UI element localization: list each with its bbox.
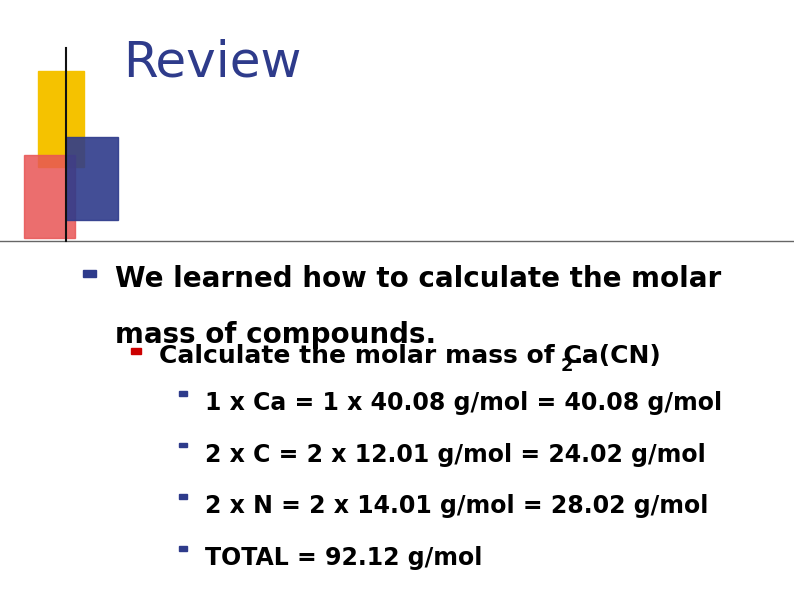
Bar bbox=[179, 546, 187, 551]
Bar bbox=[179, 391, 187, 396]
Bar bbox=[131, 348, 141, 354]
Text: mass of compounds.: mass of compounds. bbox=[115, 321, 436, 349]
Text: We learned how to calculate the molar: We learned how to calculate the molar bbox=[115, 265, 722, 293]
Bar bbox=[179, 494, 187, 499]
Bar bbox=[66, 137, 118, 220]
Text: TOTAL = 92.12 g/mol: TOTAL = 92.12 g/mol bbox=[205, 546, 482, 570]
Bar bbox=[24, 155, 75, 238]
Bar bbox=[38, 71, 84, 167]
Text: 1 x Ca = 1 x 40.08 g/mol = 40.08 g/mol: 1 x Ca = 1 x 40.08 g/mol = 40.08 g/mol bbox=[205, 391, 722, 415]
Bar bbox=[179, 443, 187, 447]
Text: Review: Review bbox=[123, 39, 302, 87]
Text: 2 x C = 2 x 12.01 g/mol = 24.02 g/mol: 2 x C = 2 x 12.01 g/mol = 24.02 g/mol bbox=[205, 443, 706, 466]
Text: 2: 2 bbox=[561, 357, 573, 375]
Bar bbox=[83, 270, 96, 277]
Text: 2 x N = 2 x 14.01 g/mol = 28.02 g/mol: 2 x N = 2 x 14.01 g/mol = 28.02 g/mol bbox=[205, 494, 708, 518]
Text: .: . bbox=[573, 344, 583, 368]
Text: Calculate the molar mass of Ca(CN): Calculate the molar mass of Ca(CN) bbox=[159, 344, 661, 368]
